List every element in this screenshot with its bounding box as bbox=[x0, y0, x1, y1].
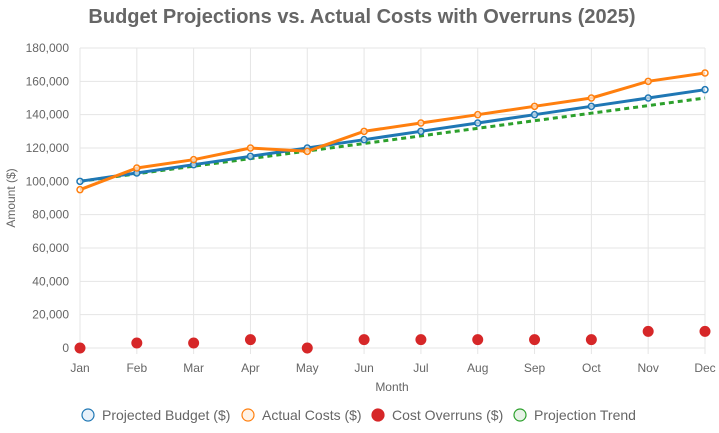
actual-costs-point[interactable] bbox=[360, 127, 368, 136]
projection-trend-line bbox=[79, 96, 706, 183]
legend-label: Projected Budget ($) bbox=[102, 407, 230, 423]
projected-budget-point[interactable] bbox=[701, 85, 709, 94]
x-tick-label: Jul bbox=[413, 361, 428, 375]
actual-costs-point[interactable] bbox=[473, 110, 482, 119]
actual-costs-point[interactable] bbox=[417, 119, 425, 127]
x-tick-label: Dec bbox=[694, 361, 715, 375]
cost-overruns-point[interactable] bbox=[301, 342, 313, 354]
projected-budget-point[interactable] bbox=[473, 119, 482, 127]
x-tick-label: Mar bbox=[183, 361, 204, 375]
legend: Projected Budget ($) Actual Costs ($) Cost… bbox=[81, 407, 636, 423]
y-tick-label: 80,000 bbox=[32, 208, 69, 222]
x-tick-label: Apr bbox=[241, 361, 260, 375]
cost-overruns-point[interactable] bbox=[188, 337, 200, 349]
projected-budget-point[interactable] bbox=[76, 177, 84, 186]
x-tick-label: Sep bbox=[524, 361, 546, 375]
y-axis-ticks: 0 20,000 40,000 60,000 80,000 100,000 120,000 1… bbox=[26, 41, 70, 355]
y-axis-label: Amount ($) bbox=[4, 168, 18, 227]
cost-overruns-point[interactable] bbox=[131, 337, 143, 349]
actual-costs-point[interactable] bbox=[644, 77, 652, 86]
x-tick-label: Aug bbox=[467, 361, 488, 375]
x-tick-label: May bbox=[296, 361, 319, 375]
y-tick-label: 20,000 bbox=[32, 308, 69, 322]
actual-costs-point[interactable] bbox=[76, 185, 84, 194]
y-tick-label: 0 bbox=[62, 341, 69, 355]
legend-item-actual-costs[interactable]: Actual Costs ($) bbox=[241, 407, 362, 423]
cost-overruns-point[interactable] bbox=[585, 334, 597, 346]
cost-overruns-point[interactable] bbox=[529, 334, 541, 346]
actual-costs-point[interactable] bbox=[133, 164, 141, 172]
cost-overruns-point[interactable] bbox=[699, 325, 711, 337]
x-tick-label: Nov bbox=[638, 361, 659, 375]
projected-budget-point[interactable] bbox=[360, 135, 368, 144]
projected-budget-line bbox=[79, 88, 706, 183]
x-tick-label: Jun bbox=[354, 361, 373, 375]
y-tick-label: 120,000 bbox=[26, 141, 70, 155]
projected-budget-point[interactable] bbox=[587, 102, 596, 111]
actual-costs-point[interactable] bbox=[246, 144, 255, 152]
x-tick-label: Feb bbox=[126, 361, 147, 375]
y-tick-label: 140,000 bbox=[26, 108, 70, 122]
actual-costs-point[interactable] bbox=[701, 69, 709, 77]
grid bbox=[79, 47, 706, 354]
legend-item-cost-overruns[interactable]: Cost Overruns ($) bbox=[371, 407, 503, 423]
legend-marker bbox=[513, 408, 527, 422]
actual-costs-point[interactable] bbox=[587, 94, 596, 102]
projected-budget-point[interactable] bbox=[644, 94, 652, 102]
legend-label: Actual Costs ($) bbox=[262, 407, 362, 423]
y-tick-label: 100,000 bbox=[26, 174, 70, 188]
x-tick-label: Oct bbox=[582, 361, 601, 375]
legend-item-projected-budget[interactable]: Projected Budget ($) bbox=[81, 407, 230, 423]
plot-area bbox=[74, 69, 711, 354]
legend-marker bbox=[241, 408, 255, 422]
legend-item-projection-trend[interactable]: Projection Trend bbox=[513, 407, 636, 423]
x-axis-label: Month bbox=[375, 380, 408, 394]
x-tick-label: Jan bbox=[70, 361, 89, 375]
y-tick-label: 180,000 bbox=[26, 41, 70, 55]
cost-overruns-point[interactable] bbox=[472, 334, 484, 346]
legend-label: Projection Trend bbox=[534, 407, 636, 423]
actual-costs-line bbox=[79, 71, 706, 192]
cost-overruns-point[interactable] bbox=[74, 342, 86, 354]
actual-costs-point[interactable] bbox=[189, 155, 198, 164]
cost-overruns-point[interactable] bbox=[244, 334, 256, 346]
actual-costs-point[interactable] bbox=[530, 102, 539, 111]
x-axis-ticks: Jan Feb Mar Apr May Jun Jul Aug Sep Oct Nov Dec bbox=[70, 361, 715, 375]
y-tick-label: 160,000 bbox=[26, 74, 70, 88]
projected-budget-point[interactable] bbox=[530, 110, 539, 119]
legend-marker bbox=[371, 408, 385, 422]
legend-marker bbox=[81, 408, 95, 422]
projected-budget-point[interactable] bbox=[246, 152, 255, 161]
projected-budget-point[interactable] bbox=[417, 127, 425, 136]
cost-overruns-point[interactable] bbox=[642, 325, 654, 337]
legend-label: Cost Overruns ($) bbox=[392, 407, 503, 423]
y-tick-label: 40,000 bbox=[32, 274, 69, 288]
y-tick-label: 60,000 bbox=[32, 241, 69, 255]
cost-overruns-point[interactable] bbox=[358, 334, 370, 346]
chart-title: Budget Projections vs. Actual Costs with… bbox=[88, 6, 635, 28]
actual-costs-point[interactable] bbox=[303, 147, 312, 156]
cost-overruns-point[interactable] bbox=[415, 334, 427, 346]
